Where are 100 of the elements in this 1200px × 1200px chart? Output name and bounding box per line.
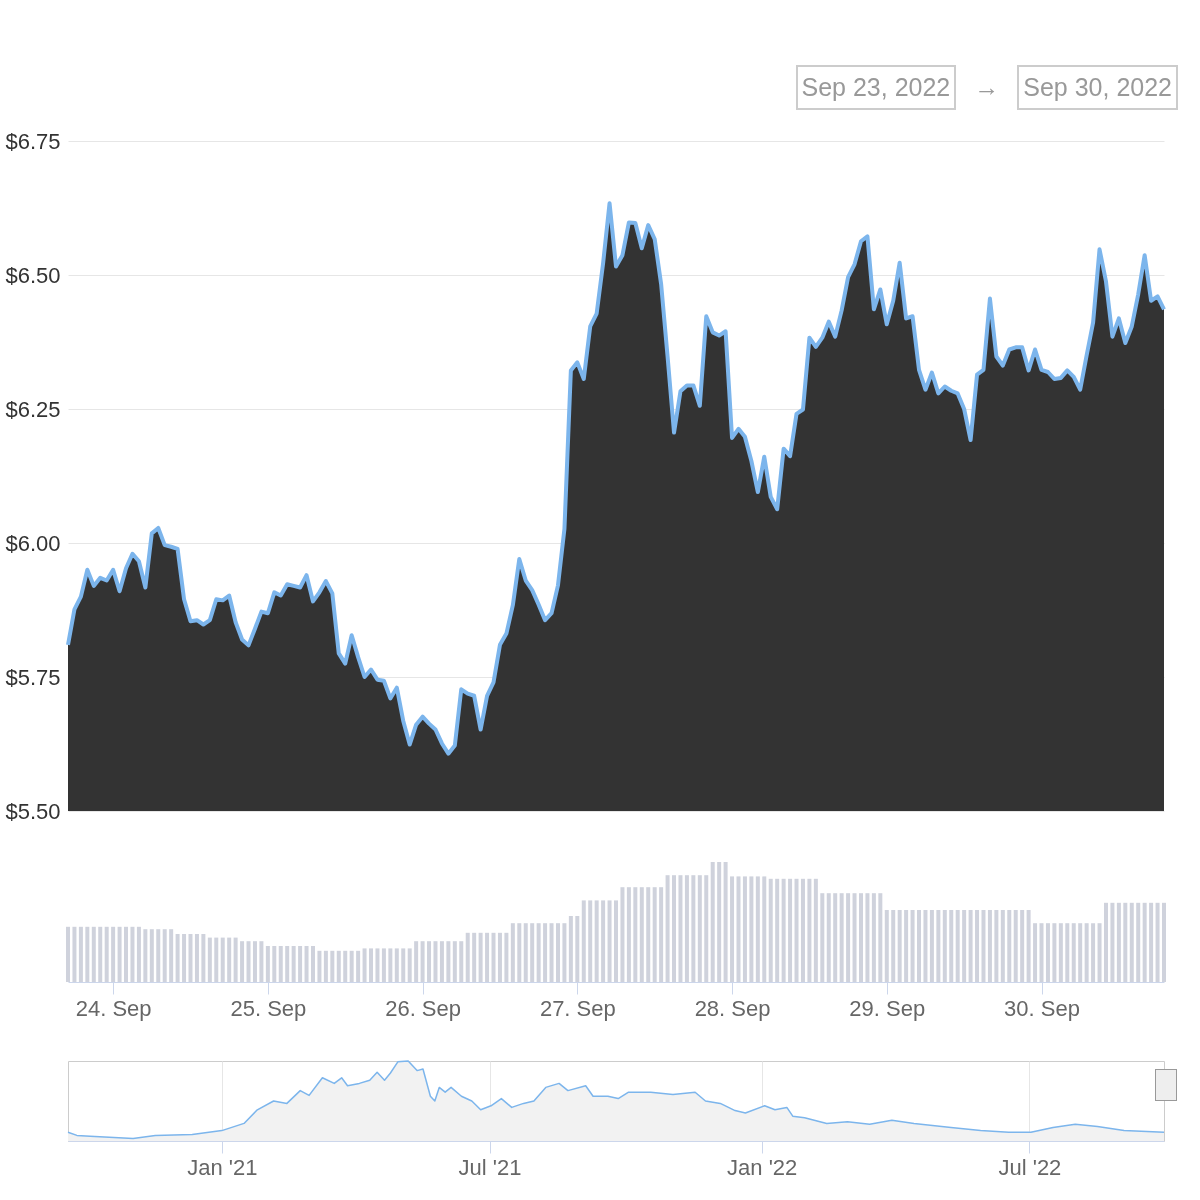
bar (523, 923, 528, 982)
bar (987, 910, 992, 982)
bar (1162, 902, 1166, 982)
bar (78, 926, 83, 982)
bar (594, 900, 599, 982)
bar (923, 910, 928, 982)
bar (233, 937, 238, 982)
bar (1129, 902, 1134, 982)
bar (452, 941, 457, 982)
bar (478, 932, 483, 982)
bar (768, 878, 773, 982)
bar (949, 910, 954, 982)
bar (162, 929, 167, 982)
bar (1000, 910, 1005, 982)
bar (85, 926, 90, 982)
bar (749, 876, 754, 982)
bar (723, 862, 728, 982)
bar (549, 923, 554, 982)
bar (298, 946, 303, 982)
bar (878, 893, 883, 982)
bar (188, 934, 193, 982)
bar (272, 946, 277, 982)
bar (904, 910, 909, 982)
x-tick-label: Jul '21 (458, 1154, 522, 1180)
bar (1091, 923, 1096, 982)
bar (884, 910, 889, 982)
bar (742, 876, 747, 982)
bar (1039, 923, 1044, 982)
bar (517, 923, 522, 982)
bar (588, 900, 593, 982)
bar (620, 887, 625, 982)
bar (575, 916, 580, 982)
bar (1155, 902, 1160, 982)
bar (323, 950, 328, 982)
bar (175, 934, 180, 982)
bar (697, 875, 702, 982)
bar (710, 862, 715, 982)
bar (800, 878, 805, 982)
bar (259, 941, 264, 982)
bar (182, 934, 187, 982)
bar (543, 923, 548, 982)
bar (414, 941, 419, 982)
bar (381, 948, 386, 982)
bar (968, 910, 973, 982)
bar (691, 875, 696, 982)
bar (1045, 923, 1050, 982)
bar (98, 926, 103, 982)
y-tick-label: $5.50 (5, 798, 61, 824)
bar (1071, 923, 1076, 982)
bar (568, 916, 573, 982)
bar (607, 900, 612, 982)
bar (652, 887, 657, 982)
bar (858, 893, 863, 982)
bar (369, 948, 374, 982)
bar (601, 900, 606, 982)
bar (465, 932, 470, 982)
bar (820, 893, 825, 982)
bar (781, 878, 786, 982)
bar (846, 893, 851, 982)
bar (504, 932, 509, 982)
bar (91, 926, 96, 982)
bar (736, 876, 741, 982)
bar (1084, 923, 1089, 982)
bar (1142, 902, 1147, 982)
bar (1013, 910, 1018, 982)
date-field: Sep 30, 2022 (1017, 65, 1178, 110)
bar (1058, 923, 1063, 982)
bar (1078, 923, 1083, 982)
bar (310, 946, 315, 982)
bar (788, 878, 793, 982)
bar (755, 876, 760, 982)
bar (169, 929, 174, 982)
bar (672, 875, 677, 982)
bar (684, 875, 689, 982)
bar (962, 910, 967, 982)
bar (497, 932, 502, 982)
y-tick-label: $6.25 (5, 396, 61, 422)
date-field: Sep 23, 2022 (795, 65, 957, 110)
bar (826, 893, 831, 982)
bar (536, 923, 541, 982)
bar (614, 900, 618, 982)
bar (1026, 910, 1031, 982)
bar (446, 941, 451, 982)
bar (1065, 923, 1070, 982)
bar (349, 950, 354, 982)
bar (1123, 902, 1128, 982)
x-tick-label: 28. Sep (694, 995, 771, 1021)
bar (124, 926, 129, 982)
bar (917, 910, 922, 982)
bar (375, 948, 380, 982)
x-tick-label: 26. Sep (385, 995, 462, 1021)
bar (936, 910, 941, 982)
bar (581, 900, 586, 982)
y-tick-label: $6.50 (5, 262, 61, 288)
bar (356, 950, 361, 982)
bar (362, 948, 367, 982)
y-tick-label: $6.75 (5, 128, 61, 154)
bar (439, 941, 444, 982)
bar (562, 923, 567, 982)
bar (194, 934, 199, 982)
